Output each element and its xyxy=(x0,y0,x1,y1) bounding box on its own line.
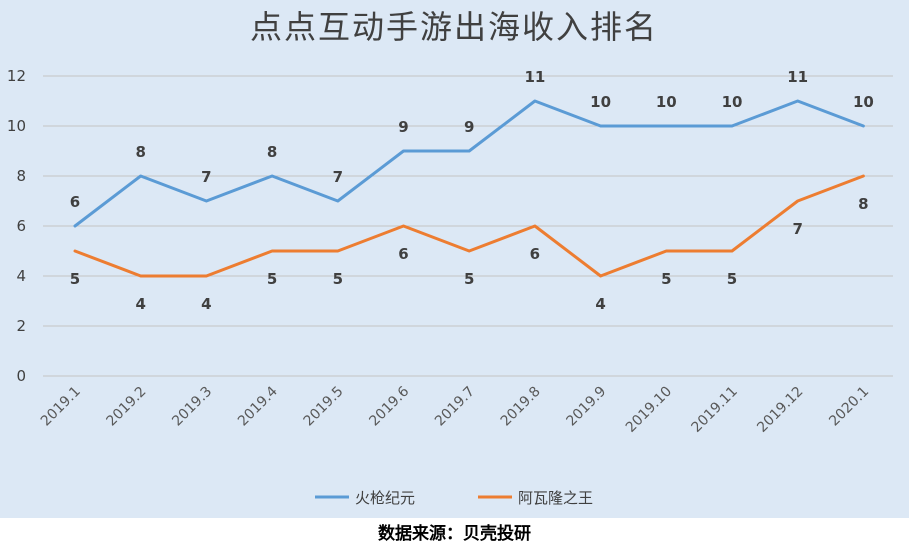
y-tick-label: 8 xyxy=(16,167,26,185)
series-line-1 xyxy=(73,99,865,228)
data-label: 5 xyxy=(70,270,80,288)
series-line-2 xyxy=(73,174,865,278)
data-label: 7 xyxy=(201,168,211,186)
data-label: 10 xyxy=(656,93,677,111)
data-label: 4 xyxy=(201,295,211,313)
y-tick-label: 2 xyxy=(16,317,26,335)
data-label: 8 xyxy=(267,143,277,161)
data-label: 8 xyxy=(858,195,868,213)
x-tick-label: 2019.10 xyxy=(623,384,675,436)
x-tick-label: 2020.1 xyxy=(826,384,872,430)
y-tick-label: 12 xyxy=(7,67,26,85)
data-label: 11 xyxy=(524,68,545,86)
x-tick-label: 2019.4 xyxy=(235,383,281,429)
x-tick-label: 2019.1 xyxy=(38,384,84,430)
x-axis-ticks: 2019.1 2019.2 2019.3 2019.4 2019.5 2019.6 2019… xyxy=(38,383,872,435)
y-tick-label: 10 xyxy=(7,117,26,135)
x-tick-label: 2019.2 xyxy=(104,384,150,430)
data-label: 9 xyxy=(464,118,474,136)
x-tick-label: 2019.12 xyxy=(754,384,806,436)
data-label: 5 xyxy=(464,270,474,288)
data-label: 6 xyxy=(398,245,408,263)
x-tick-label: 2019.8 xyxy=(498,384,544,430)
data-label: 7 xyxy=(333,168,343,186)
x-tick-label: 2019.9 xyxy=(563,384,609,430)
data-label: 10 xyxy=(722,93,743,111)
x-tick-label: 2019.7 xyxy=(432,384,478,430)
data-label: 10 xyxy=(590,93,611,111)
data-label: 5 xyxy=(661,270,671,288)
x-tick-label: 2019.3 xyxy=(169,384,215,430)
x-tick-label: 2019.11 xyxy=(689,384,741,436)
y-tick-label: 6 xyxy=(16,217,26,235)
data-label: 5 xyxy=(267,270,277,288)
data-label: 5 xyxy=(333,270,343,288)
chart-area: 点点互动手游出海收入排名 0 2 4 6 8 10 12 2019.1 2019.2 2019.… xyxy=(0,0,909,518)
legend-label: 火枪纪元 xyxy=(355,489,415,507)
data-label: 9 xyxy=(398,118,408,136)
y-tick-label: 4 xyxy=(16,267,26,285)
data-label: 4 xyxy=(135,295,145,313)
legend: 火枪纪元 阿瓦隆之王 xyxy=(315,489,593,507)
data-labels: 6 8 7 8 7 9 9 11 10 10 10 11 10 5 4 4 5 5 6 5 6 4 5 5 7 8 xyxy=(70,68,874,313)
data-label: 8 xyxy=(135,143,145,161)
x-tick-label: 2019.5 xyxy=(301,384,347,430)
data-label: 6 xyxy=(70,193,80,211)
series-lines xyxy=(73,99,865,278)
y-tick-label: 0 xyxy=(16,367,26,385)
x-tick-label: 2019.6 xyxy=(366,383,412,429)
data-label: 7 xyxy=(792,220,802,238)
source-note: 数据来源：贝壳投研 xyxy=(378,524,531,544)
data-label: 10 xyxy=(853,93,874,111)
chart-title: 点点互动手游出海收入排名 xyxy=(250,8,658,46)
legend-label: 阿瓦隆之王 xyxy=(518,489,593,507)
data-label: 5 xyxy=(727,270,737,288)
y-axis-ticks: 0 2 4 6 8 10 12 xyxy=(7,67,26,385)
data-label: 6 xyxy=(530,245,540,263)
data-label: 4 xyxy=(595,295,605,313)
data-label: 11 xyxy=(787,68,808,86)
